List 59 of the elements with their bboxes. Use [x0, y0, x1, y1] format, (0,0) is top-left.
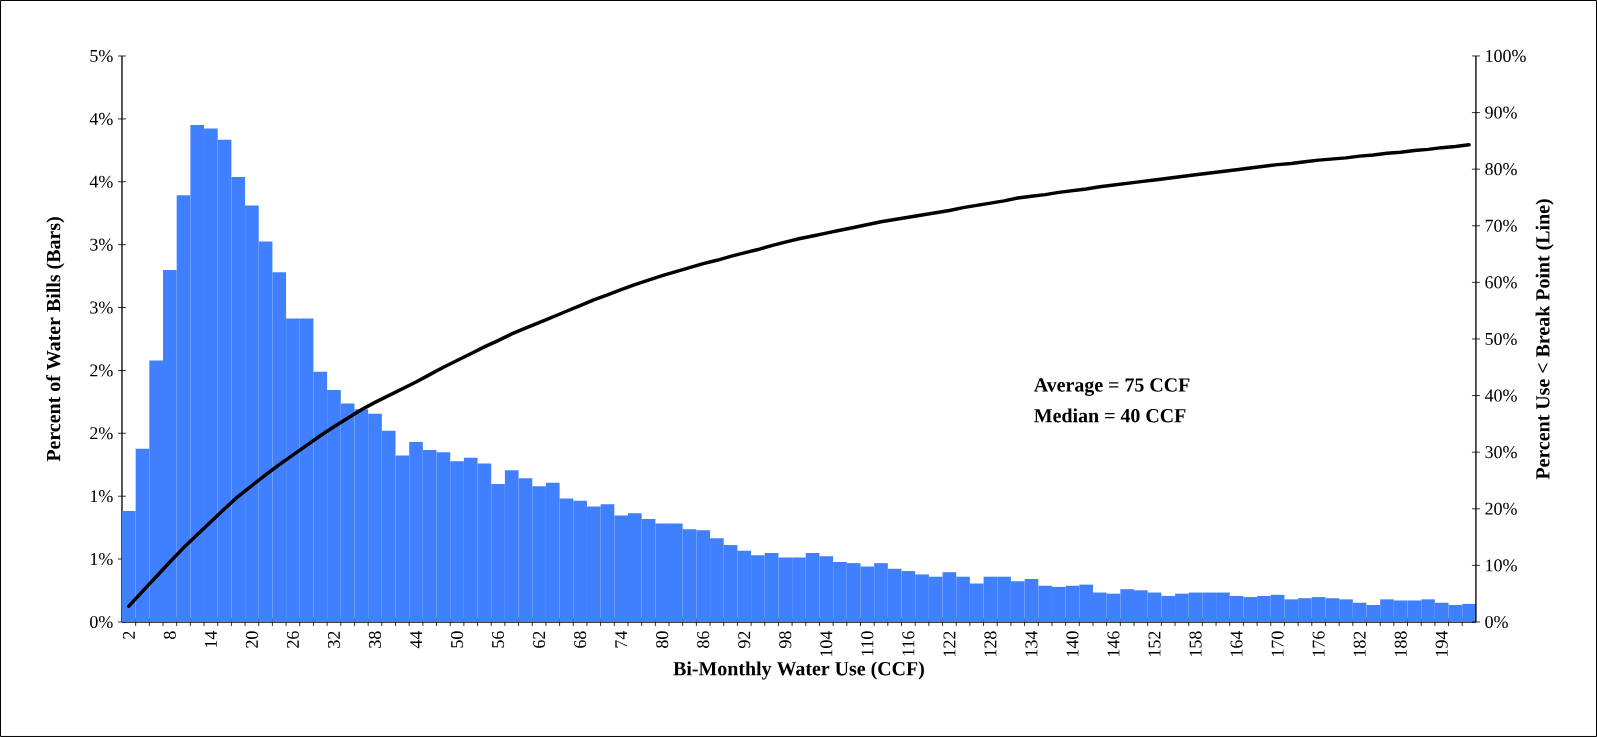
x-axis-title: Bi-Monthly Water Use (CCF) — [673, 661, 924, 680]
x-tick-label: 92 — [738, 631, 751, 649]
x-tick-label: 158 — [1189, 631, 1202, 656]
annotation: Median = 40 CCF — [1034, 408, 1186, 423]
y2-tick-label: 100% — [1486, 49, 1526, 63]
y2-tick-label: 20% — [1485, 502, 1517, 515]
x-tick-label: 176 — [1312, 631, 1325, 656]
y2-tick-label: 90% — [1485, 106, 1517, 119]
y2-tick-label: 40% — [1484, 389, 1517, 402]
x-tick-label: 146 — [1107, 631, 1120, 656]
y-tick-label: 1% — [90, 490, 113, 503]
y2-tick-label: 10% — [1486, 559, 1517, 572]
x-tick-label: 8 — [163, 631, 176, 639]
y-tick-label: 2% — [90, 364, 113, 377]
x-tick-label: 188 — [1394, 631, 1407, 656]
x-tick-label: 182 — [1353, 631, 1366, 656]
x-tick-label: 80 — [656, 631, 669, 648]
x-tick-label: 74 — [615, 630, 628, 648]
y-tick-label: 1% — [90, 552, 113, 566]
x-tick-label: 56 — [492, 631, 505, 648]
x-tick-label: 110 — [861, 631, 874, 656]
y-tick-label: 2% — [90, 427, 113, 440]
x-tick-label: 38 — [368, 631, 382, 648]
x-tick-label: 170 — [1271, 631, 1284, 656]
x-tick-label: 68 — [574, 631, 587, 648]
y2-tick-label: 50% — [1485, 332, 1517, 346]
x-tick-label: 122 — [943, 631, 956, 656]
x-tick-label: 20 — [245, 631, 258, 648]
x-tick-label: 62 — [533, 631, 546, 648]
x-tick-label: 32 — [327, 631, 340, 648]
y-tick-label: 4% — [89, 112, 113, 125]
x-tick-label: 134 — [1025, 630, 1038, 656]
y-tick-label: 5% — [90, 49, 113, 63]
y2-tick-label: 30% — [1485, 446, 1517, 459]
y2-tick-label: 0% — [1485, 615, 1508, 629]
y-tick-label: 4% — [89, 175, 113, 188]
y-tick-label: 3% — [90, 238, 113, 251]
y2-tick-label: 60% — [1485, 276, 1517, 289]
y-tick-label: 3% — [90, 301, 113, 314]
x-tick-label: 26 — [286, 631, 299, 648]
x-tick-label: 152 — [1148, 631, 1161, 656]
y2-axis-title: Percent Use < Break Point (Line) — [1535, 199, 1554, 480]
x-tick-label: 194 — [1435, 630, 1448, 656]
x-tick-label: 50 — [450, 631, 464, 648]
x-tick-label: 104 — [820, 630, 833, 656]
x-tick-label: 164 — [1230, 630, 1243, 656]
y-axis-title: Percent of Water Bills (Bars) — [46, 217, 65, 462]
x-tick-label: 86 — [697, 631, 710, 648]
x-tick-label: 2 — [122, 631, 135, 639]
x-tick-label: 14 — [204, 630, 217, 648]
y2-tick-label: 80% — [1485, 163, 1517, 176]
y-tick-label: 0% — [90, 615, 113, 629]
x-tick-label: 98 — [779, 631, 792, 649]
x-tick-label: 140 — [1066, 631, 1079, 656]
x-tick-label: 116 — [902, 631, 915, 656]
x-tick-label: 128 — [984, 631, 997, 656]
x-tick-label: 44 — [410, 630, 422, 649]
y2-tick-label: 70% — [1485, 219, 1517, 232]
annotation: Average = 75 CCF — [1033, 378, 1190, 396]
